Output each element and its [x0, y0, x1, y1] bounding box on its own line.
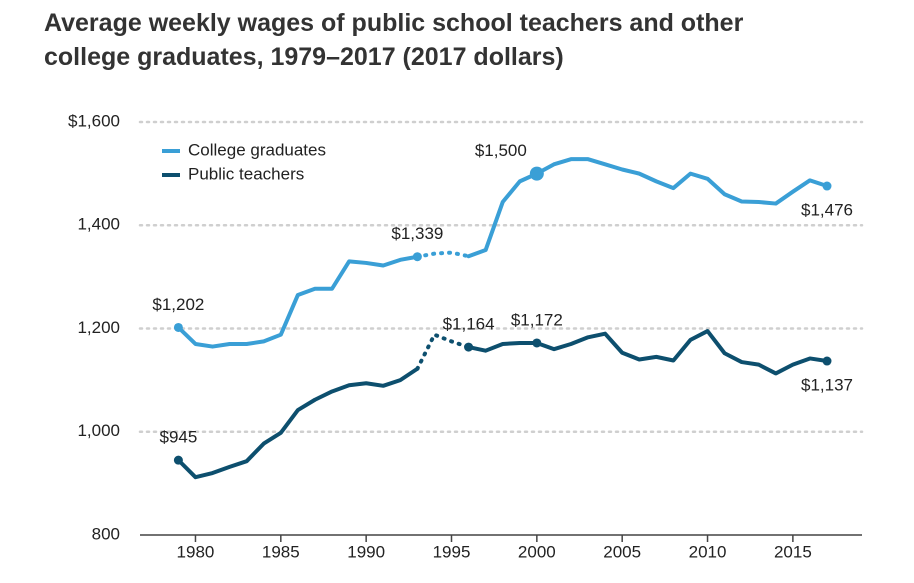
- y-tick-label: 1,200: [77, 318, 120, 337]
- value-label: $1,172: [511, 310, 563, 329]
- point: [822, 356, 832, 366]
- line: [466, 157, 830, 259]
- legend-label: Public teachers: [188, 164, 304, 183]
- x-tick-label: 2000: [518, 542, 556, 561]
- line: [176, 254, 420, 349]
- value-label: $1,164: [443, 315, 495, 334]
- x-tick-label: 1980: [177, 542, 215, 561]
- line-dotted: [415, 332, 471, 371]
- y-tick-label: $1,600: [68, 111, 120, 130]
- point: [173, 322, 183, 332]
- point: [412, 252, 422, 262]
- line: [176, 366, 420, 480]
- value-label: $1,476: [801, 200, 853, 219]
- y-tick-label: 800: [92, 524, 120, 543]
- line-dotted: [415, 250, 471, 259]
- value-label: $1,202: [152, 295, 204, 314]
- chart-title: Average weekly wages of public school te…: [44, 9, 744, 71]
- y-tick-label: 1,400: [77, 215, 120, 234]
- value-label: $1,137: [801, 376, 853, 395]
- x-tick-label: 2005: [603, 542, 641, 561]
- value-label: $1,500: [475, 141, 527, 160]
- point: [822, 181, 832, 191]
- point: [529, 166, 544, 181]
- line: [466, 329, 830, 376]
- x-tick-label: 2015: [774, 542, 812, 561]
- y-tick-label: 1,000: [77, 421, 120, 440]
- legend-label: College graduates: [188, 140, 326, 159]
- point: [464, 342, 474, 352]
- x-tick-label: 1995: [433, 542, 471, 561]
- x-tick-label: 1985: [262, 542, 300, 561]
- point: [173, 455, 183, 465]
- x-tick-label: 1990: [347, 542, 385, 561]
- point: [532, 338, 542, 348]
- x-tick-label: 2010: [689, 542, 727, 561]
- value-label: $945: [159, 428, 197, 447]
- value-label: $1,339: [391, 224, 443, 243]
